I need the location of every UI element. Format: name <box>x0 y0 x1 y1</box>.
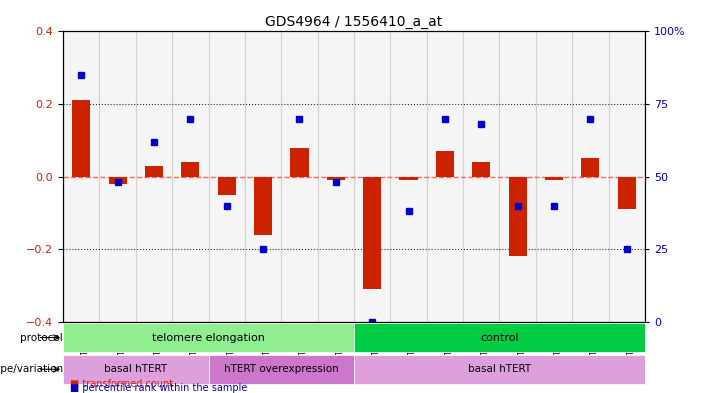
Text: control: control <box>480 332 519 343</box>
Text: GSM1019102: GSM1019102 <box>222 325 231 375</box>
Text: telomere elongation: telomere elongation <box>152 332 265 343</box>
Text: GSM1019098: GSM1019098 <box>368 325 376 375</box>
Bar <box>245 31 281 321</box>
Text: GSM1019099: GSM1019099 <box>404 325 413 376</box>
Bar <box>217 176 236 195</box>
Bar <box>427 31 463 321</box>
Text: protocol: protocol <box>20 332 63 343</box>
Text: basal hTERT: basal hTERT <box>468 364 531 374</box>
Text: ■ transformed count: ■ transformed count <box>70 379 173 389</box>
Bar <box>136 31 172 321</box>
Text: GSM1019107: GSM1019107 <box>550 325 559 375</box>
Bar <box>463 31 499 321</box>
FancyBboxPatch shape <box>354 355 645 384</box>
Bar <box>508 176 526 256</box>
Bar <box>363 176 381 289</box>
Bar <box>436 151 454 176</box>
Bar <box>536 31 572 321</box>
FancyBboxPatch shape <box>63 355 209 384</box>
Bar <box>400 176 418 180</box>
Text: genotype/variation: genotype/variation <box>0 364 63 374</box>
Text: GSM1019113: GSM1019113 <box>186 325 195 375</box>
Bar <box>545 176 563 180</box>
Bar <box>172 31 209 321</box>
FancyBboxPatch shape <box>354 323 645 352</box>
Text: basal hTERT: basal hTERT <box>104 364 168 374</box>
Bar <box>182 162 200 176</box>
Bar <box>354 31 390 321</box>
Bar <box>618 176 636 209</box>
Bar <box>499 31 536 321</box>
Text: GSM1019111: GSM1019111 <box>113 325 122 375</box>
Bar <box>581 158 599 176</box>
Text: GSM1019101: GSM1019101 <box>477 325 486 375</box>
Text: hTERT overexpression: hTERT overexpression <box>224 364 339 374</box>
Text: GSM1019106: GSM1019106 <box>513 325 522 375</box>
Bar <box>472 162 491 176</box>
Bar <box>608 31 645 321</box>
Bar <box>145 166 163 176</box>
Text: GSM1019108: GSM1019108 <box>586 325 595 375</box>
Text: ■ percentile rank within the sample: ■ percentile rank within the sample <box>70 383 247 393</box>
FancyBboxPatch shape <box>63 323 354 352</box>
Text: GSM1019103: GSM1019103 <box>259 325 268 375</box>
Text: GSM1019104: GSM1019104 <box>295 325 304 375</box>
Bar <box>63 31 100 321</box>
Bar <box>290 147 308 176</box>
Bar <box>209 31 245 321</box>
Bar <box>281 31 318 321</box>
Bar <box>72 100 90 176</box>
FancyBboxPatch shape <box>209 355 354 384</box>
Text: GSM1019110: GSM1019110 <box>77 325 86 375</box>
Bar <box>254 176 272 235</box>
Bar <box>327 176 345 180</box>
Text: GSM1019109: GSM1019109 <box>622 325 631 375</box>
Bar <box>572 31 608 321</box>
Text: GSM1019112: GSM1019112 <box>149 325 158 375</box>
Title: GDS4964 / 1556410_a_at: GDS4964 / 1556410_a_at <box>266 15 442 29</box>
Bar <box>390 31 427 321</box>
Bar <box>318 31 354 321</box>
Bar <box>100 31 136 321</box>
Text: GSM1019105: GSM1019105 <box>332 325 340 375</box>
Text: GSM1019100: GSM1019100 <box>440 325 449 375</box>
Bar <box>109 176 127 184</box>
